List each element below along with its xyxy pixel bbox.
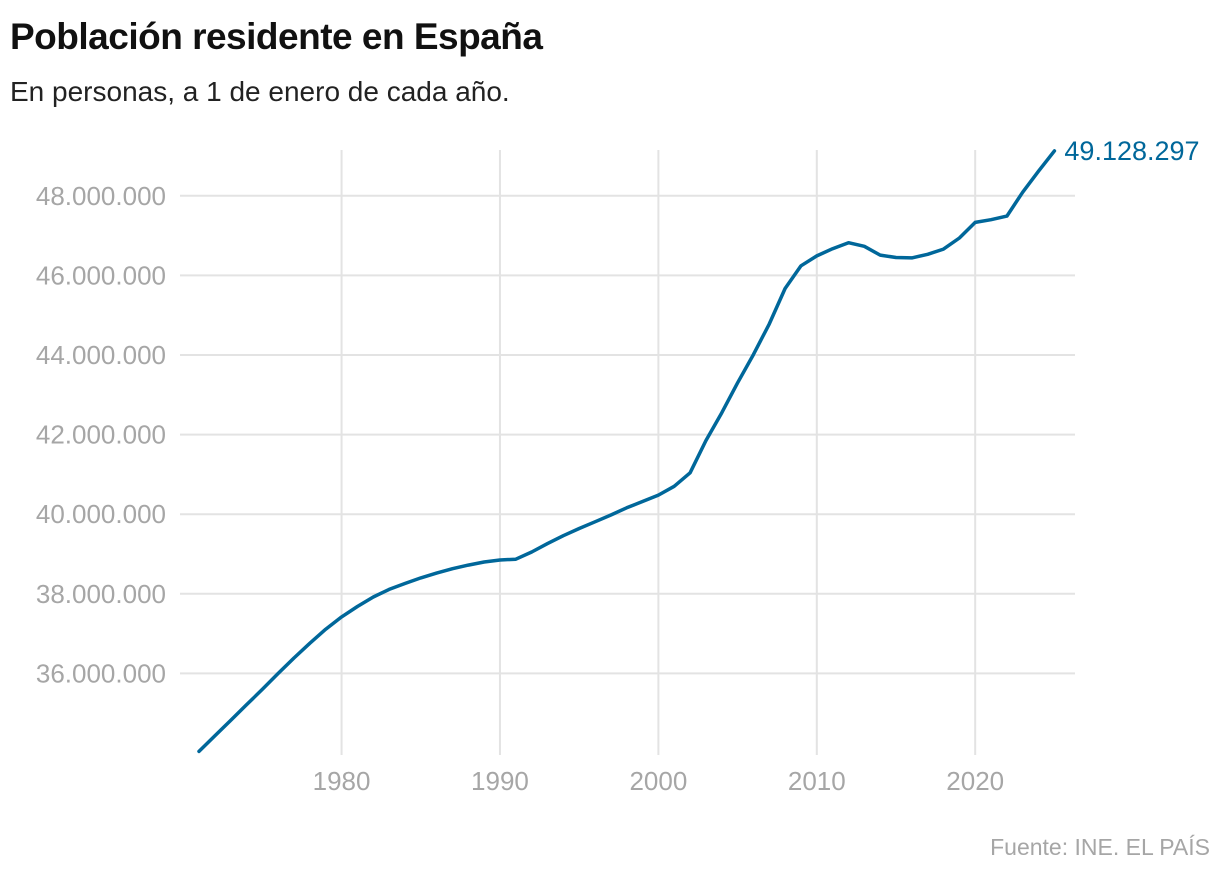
- y-tick-label: 46.000.000: [36, 260, 166, 290]
- y-tick-label: 40.000.000: [36, 499, 166, 529]
- y-tick-label: 48.000.000: [36, 181, 166, 211]
- y-tick-label: 44.000.000: [36, 340, 166, 370]
- x-tick-label: 1990: [471, 766, 529, 796]
- x-tick-label: 2020: [946, 766, 1004, 796]
- y-tick-label: 36.000.000: [36, 658, 166, 688]
- y-tick-label: 38.000.000: [36, 579, 166, 609]
- source-note: Fuente: INE. EL PAÍS: [990, 834, 1210, 860]
- chart-subtitle: En personas, a 1 de enero de cada año.: [10, 76, 510, 107]
- end-value-label: 49.128.297: [1064, 136, 1199, 166]
- x-tick-label: 2010: [788, 766, 846, 796]
- y-tick-label: 42.000.000: [36, 420, 166, 450]
- x-tick-label: 2000: [629, 766, 687, 796]
- chart-title: Población residente en España: [10, 16, 543, 57]
- population-line: [197, 149, 1057, 754]
- x-tick-label: 1980: [313, 766, 371, 796]
